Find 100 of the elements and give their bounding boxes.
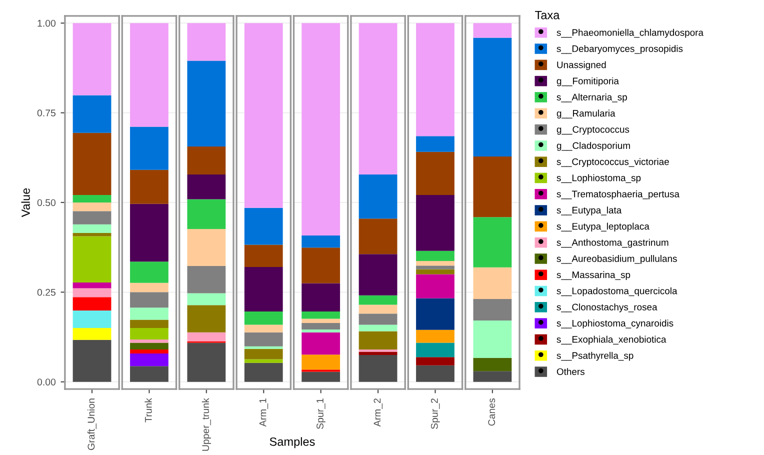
bar: [358, 314, 398, 325]
bar: [72, 236, 112, 282]
y-tick-label: 1.00: [38, 20, 56, 27]
bar: [130, 342, 168, 350]
bar: [130, 320, 168, 328]
bar: [473, 358, 512, 372]
bar: [473, 371, 512, 382]
bar: [302, 329, 340, 332]
x-tick-label: Canes: [488, 398, 496, 426]
legend-label: g__Fomitiporia: [556, 77, 619, 86]
bar: [302, 318, 340, 324]
legend-label: s__Lopadostoma_quercicola: [556, 287, 678, 296]
legend-label: Unassigned: [557, 61, 606, 70]
y-tick-label: 0.00: [37, 378, 56, 386]
bar: [187, 229, 226, 266]
legend-label: s__Aureobasidium_pullulans: [556, 255, 677, 264]
legend-label: s__Eutypa_leptoplaca: [556, 222, 650, 232]
bar: [130, 308, 168, 320]
bar: [187, 332, 226, 342]
bar: [130, 23, 168, 127]
bar: [187, 305, 226, 332]
bar: [244, 348, 283, 360]
legend-label: g__Ramularia: [556, 110, 616, 118]
bar: [244, 312, 283, 325]
legend-title: Taxa: [535, 11, 560, 20]
bar: [187, 146, 226, 174]
legend-label: Others: [556, 368, 584, 376]
bar: [416, 136, 454, 152]
bar: [72, 194, 112, 202]
bar: [72, 211, 112, 224]
bar: [187, 60, 226, 147]
bar: [416, 23, 454, 136]
legend-label: s__Anthostoma_gastrinum: [556, 238, 668, 248]
bar: [72, 95, 112, 133]
bar: [302, 248, 340, 284]
bar: [72, 310, 112, 328]
bar: [72, 224, 112, 233]
bar: [358, 295, 398, 305]
legend-label: s__Lophiostoma_cynaroidis: [556, 320, 674, 328]
bar: [302, 23, 340, 236]
bar: [244, 332, 283, 346]
x-tick-label: Arm_1: [259, 398, 268, 427]
bar: [130, 262, 168, 283]
bar: [358, 324, 398, 332]
bar: [244, 324, 283, 332]
x-axis-title: Samples: [270, 437, 315, 448]
bar: [358, 174, 398, 219]
bar: [244, 359, 283, 363]
bar: [130, 328, 168, 340]
bar: [72, 23, 112, 96]
bar: [244, 244, 283, 268]
x-tick-label: Trunk: [144, 398, 152, 422]
legend-label: s__Psathyrella_sp: [556, 352, 634, 361]
x-tick-label: Spur_2: [430, 398, 440, 429]
bar: [473, 23, 512, 38]
bar: [302, 312, 340, 319]
bar: [473, 38, 512, 157]
legend-label: s__Eutypa_lata: [556, 206, 622, 216]
legend-label: g__Cryptococcus: [556, 126, 630, 135]
bar: [244, 23, 283, 208]
legend-label: s__Clonostachys_rosea: [556, 303, 658, 312]
bar: [130, 354, 168, 366]
bar: [187, 174, 226, 200]
bar: [302, 372, 340, 382]
bar: [416, 269, 454, 274]
bar: [244, 208, 283, 245]
bar: [72, 282, 112, 288]
bar: [187, 23, 226, 61]
y-tick-label: 0.75: [37, 110, 56, 116]
bar: [72, 297, 112, 310]
bar: [72, 202, 112, 212]
x-tick-label: Graft_Union: [87, 398, 96, 450]
bar: [302, 235, 340, 248]
bar: [358, 254, 398, 296]
bar: [416, 152, 454, 195]
bar: [130, 350, 168, 354]
bar: [187, 266, 226, 294]
bar: [416, 342, 454, 358]
y-axis-title: Value: [21, 188, 30, 218]
bar: [416, 365, 454, 382]
bar: [130, 204, 168, 262]
bar: [244, 267, 283, 312]
legend-label: s__Debaryomyces_prosopidis: [556, 45, 683, 54]
bar: [187, 342, 226, 382]
bar: [244, 346, 283, 349]
bar: [473, 156, 512, 218]
legend-label: s__Phaeomoniella_chlamydospora: [556, 28, 704, 38]
bar: [473, 267, 512, 299]
bar: [416, 194, 454, 251]
y-tick-label: 0.25: [37, 288, 56, 296]
legend-label: g__Cladosporium: [556, 142, 630, 151]
bar: [358, 331, 398, 350]
y-tick-label: 0.50: [37, 199, 56, 206]
bar: [72, 340, 112, 382]
bar: [416, 330, 454, 343]
bar: [244, 362, 283, 382]
bar: [130, 126, 168, 170]
bar: [358, 304, 398, 314]
bar: [416, 250, 454, 261]
bar: [72, 328, 112, 340]
